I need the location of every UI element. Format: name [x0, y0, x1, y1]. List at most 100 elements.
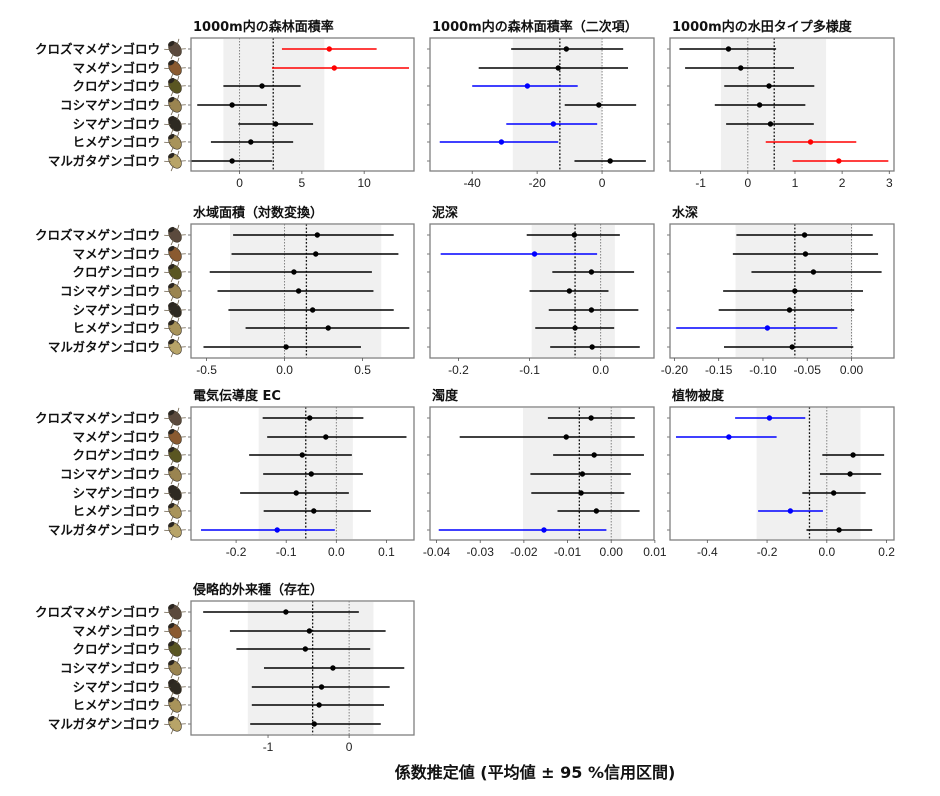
mean-point	[229, 102, 235, 108]
mean-point	[313, 251, 319, 257]
mean-point	[330, 665, 336, 671]
mean-point	[311, 721, 317, 727]
species-label: クロズマメゲンゴロウ	[35, 605, 160, 620]
species-label: シマゲンゴロウ	[72, 303, 160, 318]
mean-point	[847, 471, 853, 477]
mean-point	[259, 83, 265, 89]
x-tick-label: -0.04	[423, 545, 451, 559]
mean-point	[572, 325, 578, 331]
mean-point	[299, 452, 305, 458]
kurozumamegengorou-icon	[164, 224, 186, 246]
x-tick-label: -0.05	[794, 363, 822, 377]
species-label: シマゲンゴロウ	[72, 486, 160, 501]
x-axis-label: 係数推定値 (平均値 ± 95 %信用区間)	[395, 763, 676, 782]
koshimagengorou-icon	[164, 657, 186, 679]
species-label: クロゲンゴロウ	[72, 448, 160, 463]
mean-point	[314, 232, 321, 238]
x-tick-label: -1	[263, 740, 274, 754]
x-tick-label: 10	[357, 176, 371, 190]
panel-title: 1000m内の森林面積率（二次項）	[432, 19, 638, 35]
mean-point	[579, 471, 586, 477]
mean-point	[318, 684, 325, 690]
mean-point	[331, 65, 337, 71]
x-tick-label: 0.1	[378, 545, 395, 559]
mean-point	[323, 434, 329, 440]
mean-point	[596, 102, 602, 108]
panel-title: 侵略的外来種（存在）	[192, 582, 323, 598]
x-tick-label: -0.02	[510, 545, 538, 559]
x-tick-label: -0.03	[467, 545, 495, 559]
mean-point	[293, 490, 299, 496]
mean-point	[541, 527, 547, 533]
mean-point	[550, 121, 557, 127]
shimagengorou-icon	[164, 482, 186, 504]
mean-point	[725, 46, 732, 52]
panel-frame	[669, 406, 895, 541]
x-tick-label: -20	[528, 176, 546, 190]
x-tick-label: -0.01	[554, 545, 582, 559]
shimagengorou-icon	[164, 299, 186, 321]
mamegengorou-icon	[164, 426, 186, 448]
mean-point	[308, 471, 314, 477]
x-tick-label: 0	[599, 176, 606, 190]
mean-point	[307, 415, 313, 421]
forest-panel: 水深 -0.20 -0.15 -0.10 -0.05 0.00	[661, 205, 895, 377]
mean-point	[588, 307, 595, 313]
mean-point	[498, 139, 505, 145]
mean-point	[766, 83, 772, 89]
panel-frame	[429, 406, 655, 541]
x-tick-label: 3	[886, 176, 893, 190]
x-tick-label: 0.0	[276, 363, 293, 377]
species-label: マルガタゲンゴロウ	[48, 523, 160, 538]
species-label: マルガタゲンゴロウ	[48, 154, 160, 169]
mean-point	[807, 139, 814, 145]
x-tick-label: 0.0	[818, 545, 835, 559]
panel-frame	[190, 406, 415, 541]
species-label: コシマゲンゴロウ	[60, 284, 160, 299]
mean-point	[563, 434, 569, 440]
mean-point	[309, 307, 316, 313]
species-label: シマゲンゴロウ	[72, 117, 160, 132]
mean-point	[766, 415, 773, 421]
species-label: ヒメゲンゴロウ	[72, 504, 160, 519]
x-tick-label: 0	[236, 176, 243, 190]
mean-point	[302, 646, 309, 652]
koshimagengorou-icon	[164, 463, 186, 485]
x-tick-label: -0.2	[448, 363, 469, 377]
x-tick-label: -0.1	[276, 545, 297, 559]
x-tick-label: -0.5	[196, 363, 217, 377]
mean-point	[283, 609, 289, 615]
species-label: コシマゲンゴロウ	[60, 98, 160, 113]
forest-panel: 植物被度 -0.4 -0.2 0.0 0.2	[667, 388, 895, 559]
species-label: ヒメゲンゴロウ	[72, 698, 160, 713]
species-label-group: クロズマメゲンゴロウマメゲンゴロウクロゲンゴロウコシマゲンゴロウシマゲンゴロウヒ…	[35, 38, 186, 172]
kurozumamegengorou-icon	[164, 601, 186, 623]
species-label: クロゲンゴロウ	[72, 265, 160, 280]
mean-point	[836, 527, 842, 533]
x-tick-label: -0.2	[226, 545, 247, 559]
mean-point	[295, 288, 302, 294]
mean-point	[524, 83, 531, 89]
x-tick-label: 0.00	[600, 545, 624, 559]
mean-point	[571, 232, 578, 238]
mean-point	[810, 269, 817, 275]
marugatagengorou-icon	[164, 519, 186, 541]
x-tick-label: 0	[744, 176, 751, 190]
mean-point	[792, 288, 798, 294]
mean-point	[588, 269, 595, 275]
species-label: マルガタゲンゴロウ	[48, 717, 160, 732]
mean-point	[326, 46, 332, 52]
panel-title: 濁度	[432, 388, 459, 404]
species-label: クロズマメゲンゴロウ	[35, 42, 160, 57]
mean-point	[291, 269, 297, 275]
mean-point	[593, 508, 600, 514]
mean-point	[767, 121, 774, 127]
species-label: クロゲンゴロウ	[72, 642, 160, 657]
species-label: コシマゲンゴロウ	[60, 661, 160, 676]
mean-point	[787, 508, 794, 514]
species-label: クロゲンゴロウ	[72, 79, 160, 94]
x-tick-label: 0.01	[643, 545, 667, 559]
mean-point	[738, 65, 744, 71]
panel-frame	[669, 37, 895, 172]
mean-point	[229, 158, 235, 164]
